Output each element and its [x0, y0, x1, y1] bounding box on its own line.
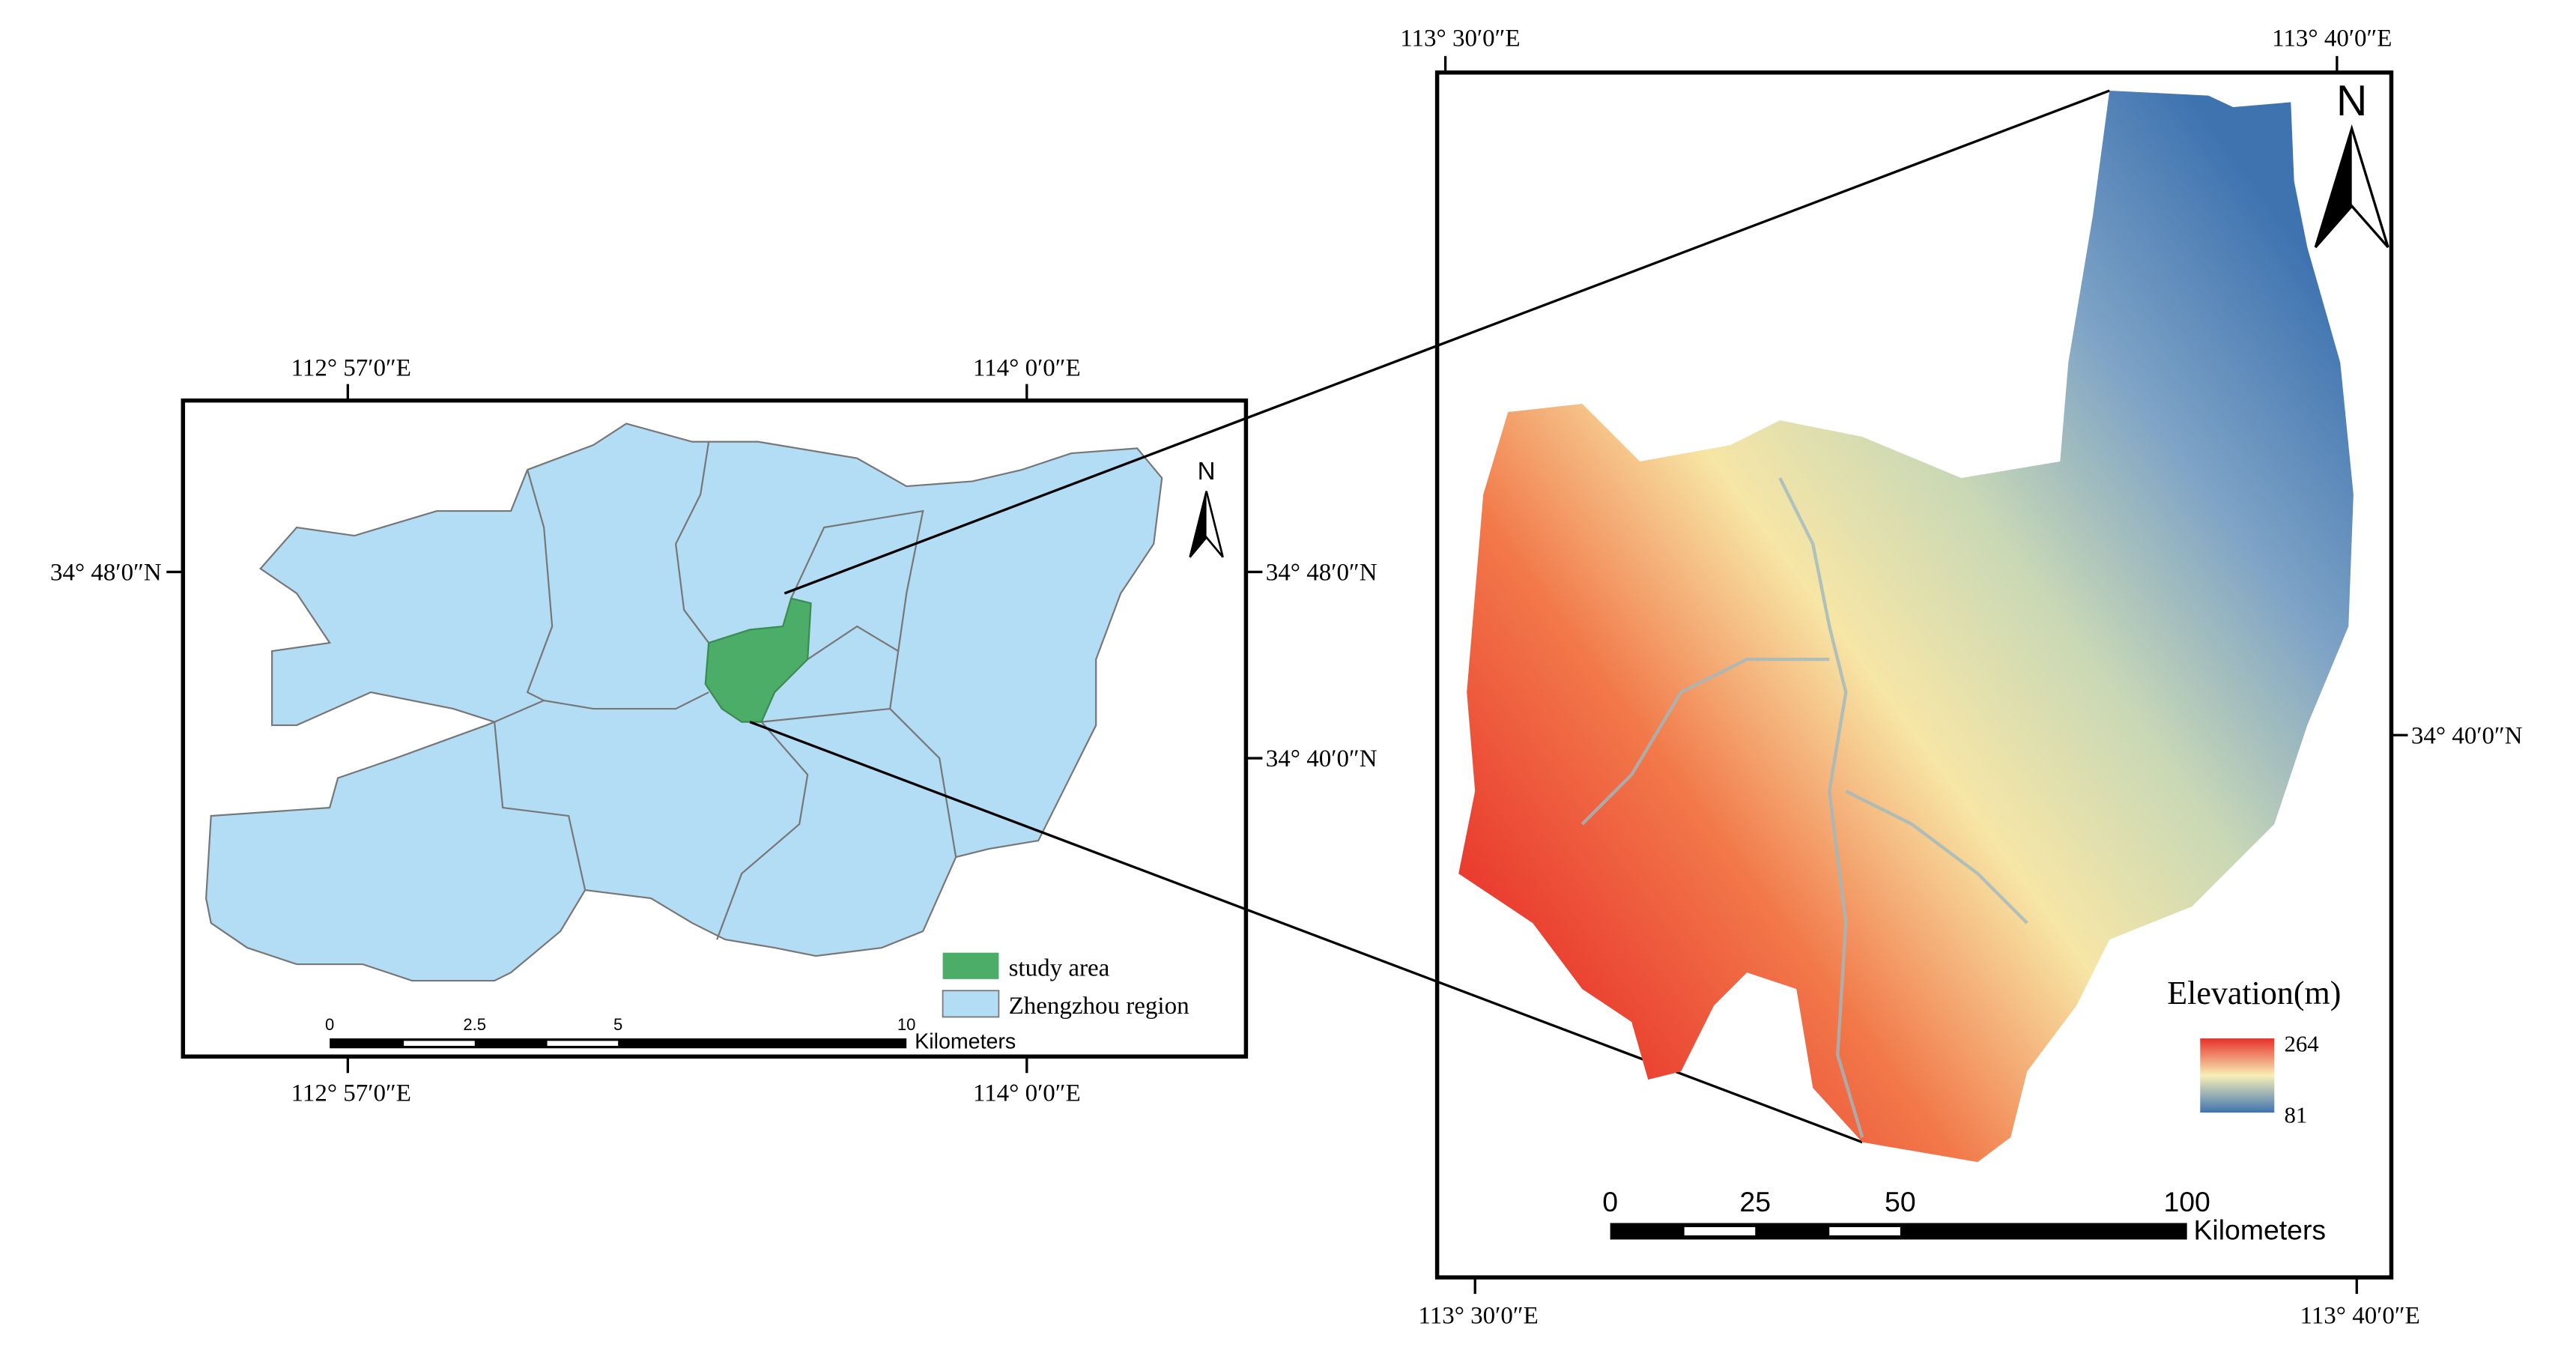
scale-label: 25 [1739, 1186, 1771, 1217]
scale-segment [1684, 1226, 1756, 1235]
valley [1845, 790, 2028, 924]
coord-label: 114° 0′0″E [973, 1080, 1081, 1107]
scale-label: 0 [1602, 1186, 1618, 1217]
legend-label: study area [1009, 954, 1110, 981]
coord-label: 34° 48′0″N [1266, 559, 1378, 586]
right-scale-bar: 0 25 50 100 Kilometers [1602, 1186, 2326, 1245]
coord-label: 112° 57′0″E [291, 1080, 411, 1107]
scale-label: 50 [1885, 1186, 1916, 1217]
legend-swatch [942, 952, 999, 979]
valley [1778, 477, 1864, 1138]
left-scale-bar: 0 2.5 5 10 Kilometers [325, 1015, 1016, 1053]
scale-label: 10 [897, 1015, 915, 1034]
coord-label: 113° 40′0″E [2272, 25, 2392, 52]
valley [1581, 657, 1830, 826]
study-area [704, 597, 812, 723]
boundary [675, 441, 710, 644]
boundary [716, 721, 809, 940]
legend-max: 264 [2284, 1032, 2318, 1057]
coord-label: 113° 30′0″E [1418, 1303, 1538, 1330]
north-arrow-half [2315, 128, 2352, 248]
legend-title: Elevation(m) [2167, 975, 2341, 1011]
right-coords: 113° 30′0″E 113° 40′0″E 113° 30′0″E 113°… [1400, 25, 2523, 1330]
boundary [526, 469, 554, 702]
scale-segment [547, 1041, 619, 1046]
boundary [494, 721, 587, 891]
coord-label: 113° 40′0″E [2300, 1303, 2420, 1330]
boundary [494, 691, 709, 723]
right-ticks [1443, 55, 2408, 1295]
north-label: N [1198, 457, 1216, 485]
district-boundaries [494, 441, 957, 940]
scale-label: 5 [613, 1015, 622, 1034]
boundary [807, 625, 957, 858]
left-coords: 112° 57′0″E 114° 0′0″E 112° 57′0″E 114° … [50, 355, 1378, 1107]
elevation-raster [1458, 91, 2354, 1163]
left-ticks [166, 384, 1263, 1074]
coord-label: 34° 40′0″N [2411, 722, 2523, 749]
zhengzhou-region [205, 423, 1163, 982]
scale-label: 100 [2163, 1186, 2210, 1217]
coord-label: 112° 57′0″E [291, 355, 411, 382]
scale-segment [404, 1041, 475, 1046]
boundary [790, 509, 924, 652]
left-frame [181, 398, 1249, 1059]
boundary [761, 707, 891, 723]
coord-label: 114° 0′0″E [973, 355, 1081, 382]
legend-min: 81 [2284, 1102, 2307, 1128]
coord-label: 34° 40′0″N [1266, 745, 1378, 772]
connector-line [784, 89, 2110, 595]
scale-label: 2.5 [463, 1015, 486, 1034]
scale-unit: Kilometers [915, 1029, 1016, 1053]
river-valleys [1581, 477, 2028, 1138]
legend-colorbar [2200, 1038, 2275, 1113]
scale-segment [1829, 1226, 1900, 1235]
legend-swatch [942, 990, 1000, 1018]
scale-label: 0 [325, 1015, 334, 1034]
coord-label: 34° 48′0″N [50, 559, 162, 586]
north-arrow-half [1189, 491, 1207, 557]
coord-label: 113° 30′0″E [1400, 25, 1520, 52]
legend-label: Zhengzhou region [1009, 993, 1189, 1020]
north-label: N [2336, 77, 2367, 125]
right-frame [1434, 70, 2394, 1280]
scale-unit: Kilometers [2193, 1214, 2326, 1245]
